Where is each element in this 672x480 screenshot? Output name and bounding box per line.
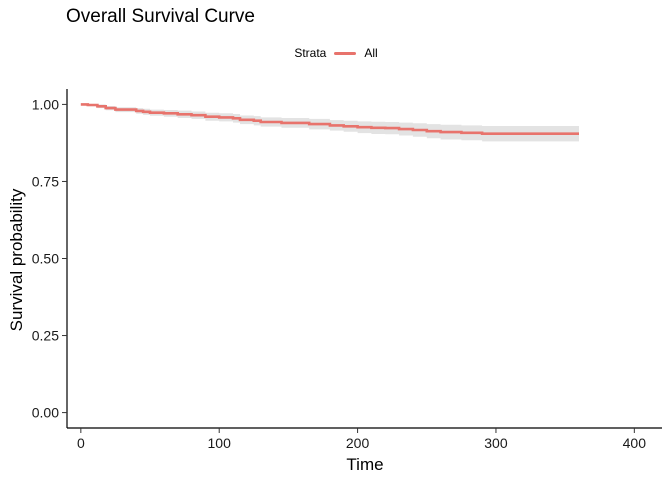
legend-title: Strata (294, 46, 327, 60)
legend-label-all: All (364, 46, 378, 60)
x-tick-label: 100 (208, 435, 232, 451)
chart-title: Overall Survival Curve (66, 6, 255, 27)
x-tick-label: 0 (77, 435, 85, 451)
y-tick-label: 0.00 (32, 405, 59, 421)
y-axis-title: Survival probability (7, 188, 26, 331)
x-tick-label: 300 (484, 435, 508, 451)
x-tick-label: 400 (623, 435, 647, 451)
x-axis-title: Time (346, 455, 383, 474)
y-tick-label: 0.75 (32, 173, 59, 189)
survival-line-all (80, 103, 579, 135)
legend-key-all (334, 51, 357, 55)
legend: Strata All (0, 46, 672, 60)
x-tick-label: 200 (346, 435, 370, 451)
y-tick-label: 0.50 (32, 251, 59, 267)
y-tick-label: 0.25 (32, 328, 59, 344)
y-tick-label: 1.00 (32, 96, 59, 112)
